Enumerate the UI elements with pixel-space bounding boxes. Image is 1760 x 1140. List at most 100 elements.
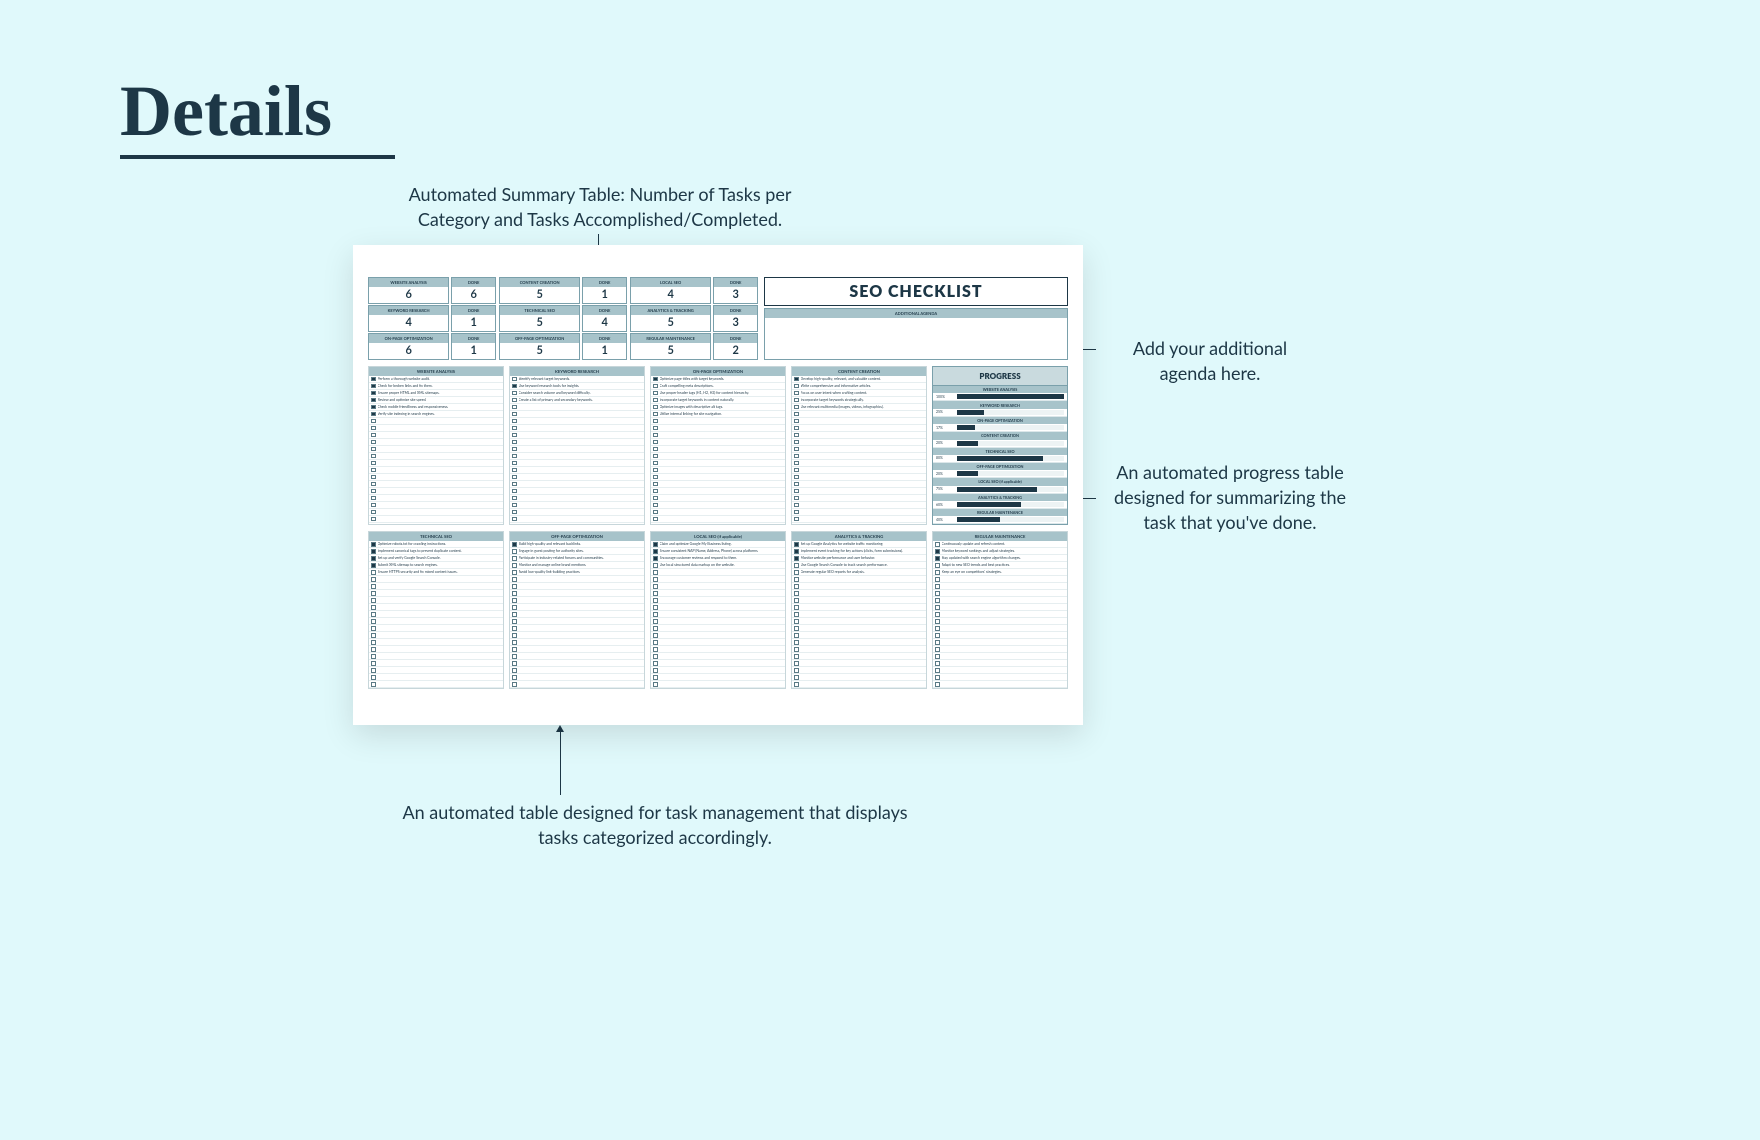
task-item-empty[interactable] [792,660,926,667]
task-item-empty[interactable] [651,660,785,667]
task-item-empty[interactable] [933,667,1067,674]
task-item-empty[interactable] [792,439,926,446]
checkbox-icon[interactable] [794,619,799,624]
checkbox-icon[interactable] [512,612,517,617]
task-item-empty[interactable] [651,569,785,576]
checkbox-icon[interactable] [935,661,940,666]
checkbox-icon[interactable] [371,517,376,522]
checkbox-icon[interactable] [935,591,940,596]
task-item-empty[interactable] [369,590,503,597]
checkbox-icon[interactable] [653,640,658,645]
checkbox-icon[interactable] [371,633,376,638]
checkbox-icon[interactable] [653,584,658,589]
checkbox-icon[interactable] [653,563,658,568]
task-item-empty[interactable] [792,604,926,611]
checkbox-icon[interactable] [653,661,658,666]
checkbox-icon[interactable] [371,668,376,673]
task-item-empty[interactable] [792,509,926,516]
task-item[interactable]: Perform a thorough website audit. [369,376,503,383]
checkbox-icon[interactable] [512,647,517,652]
checkbox-icon[interactable] [653,398,658,403]
task-item-empty[interactable] [792,611,926,618]
checkbox-icon[interactable] [653,556,658,561]
checkbox-icon[interactable] [512,405,517,410]
checkbox-icon[interactable] [935,668,940,673]
task-item-empty[interactable] [651,425,785,432]
checkbox-icon[interactable] [512,633,517,638]
task-item[interactable]: Avoid low-quality link-building practice… [510,569,644,576]
task-item-empty[interactable] [510,604,644,611]
task-item-empty[interactable] [510,502,644,509]
checkbox-icon[interactable] [512,661,517,666]
task-item-empty[interactable] [933,660,1067,667]
checkbox-icon[interactable] [371,598,376,603]
checkbox-icon[interactable] [371,503,376,508]
checkbox-icon[interactable] [935,570,940,575]
task-item-empty[interactable] [792,474,926,481]
checkbox-icon[interactable] [794,584,799,589]
checkbox-icon[interactable] [794,661,799,666]
task-item[interactable]: Develop high-quality, relevant, and valu… [792,376,926,383]
task-item-empty[interactable] [510,576,644,583]
task-item-empty[interactable] [369,516,503,523]
task-item[interactable]: Review and optimize site speed. [369,397,503,404]
checkbox-icon[interactable] [653,577,658,582]
task-item-empty[interactable] [933,653,1067,660]
checkbox-icon[interactable] [653,426,658,431]
checkbox-icon[interactable] [512,584,517,589]
task-item-empty[interactable] [651,653,785,660]
task-item-empty[interactable] [792,467,926,474]
task-item-empty[interactable] [369,432,503,439]
checkbox-icon[interactable] [512,398,517,403]
checkbox-icon[interactable] [653,510,658,515]
task-item-empty[interactable] [369,467,503,474]
task-item[interactable]: Use proper header tags (H1, H2, H3) for … [651,390,785,397]
task-item-empty[interactable] [510,590,644,597]
checkbox-icon[interactable] [653,489,658,494]
task-item-empty[interactable] [651,681,785,688]
task-item-empty[interactable] [651,481,785,488]
task-item[interactable]: Stay updated with search engine algorith… [933,555,1067,562]
task-item-empty[interactable] [651,576,785,583]
checkbox-icon[interactable] [935,654,940,659]
checkbox-icon[interactable] [512,654,517,659]
task-item-empty[interactable] [369,460,503,467]
checkbox-icon[interactable] [371,626,376,631]
task-item-empty[interactable] [792,425,926,432]
task-item-empty[interactable] [651,583,785,590]
checkbox-icon[interactable] [512,668,517,673]
checkbox-icon[interactable] [935,556,940,561]
task-item-empty[interactable] [651,439,785,446]
checkbox-icon[interactable] [794,510,799,515]
checkbox-icon[interactable] [371,640,376,645]
checkbox-icon[interactable] [512,626,517,631]
task-item-empty[interactable] [510,625,644,632]
task-item-empty[interactable] [792,639,926,646]
task-item-empty[interactable] [651,632,785,639]
task-item[interactable]: Incorporate target keywords strategicall… [792,397,926,404]
checkbox-icon[interactable] [653,447,658,452]
task-item-empty[interactable] [651,590,785,597]
task-item-empty[interactable] [792,446,926,453]
checkbox-icon[interactable] [653,605,658,610]
checkbox-icon[interactable] [653,626,658,631]
checkbox-icon[interactable] [794,517,799,522]
task-item-empty[interactable] [792,597,926,604]
checkbox-icon[interactable] [512,517,517,522]
checkbox-icon[interactable] [794,675,799,680]
checkbox-icon[interactable] [512,426,517,431]
task-item-empty[interactable] [792,516,926,523]
checkbox-icon[interactable] [512,454,517,459]
task-item-empty[interactable] [933,611,1067,618]
task-item[interactable]: Use relevant multimedia (images, videos,… [792,404,926,411]
task-item-empty[interactable] [510,467,644,474]
task-item-empty[interactable] [792,590,926,597]
task-item-empty[interactable] [369,667,503,674]
checkbox-icon[interactable] [794,440,799,445]
task-item-empty[interactable] [369,502,503,509]
checkbox-icon[interactable] [653,682,658,687]
task-item-empty[interactable] [510,674,644,681]
checkbox-icon[interactable] [794,461,799,466]
task-item-empty[interactable] [369,495,503,502]
task-item-empty[interactable] [369,576,503,583]
